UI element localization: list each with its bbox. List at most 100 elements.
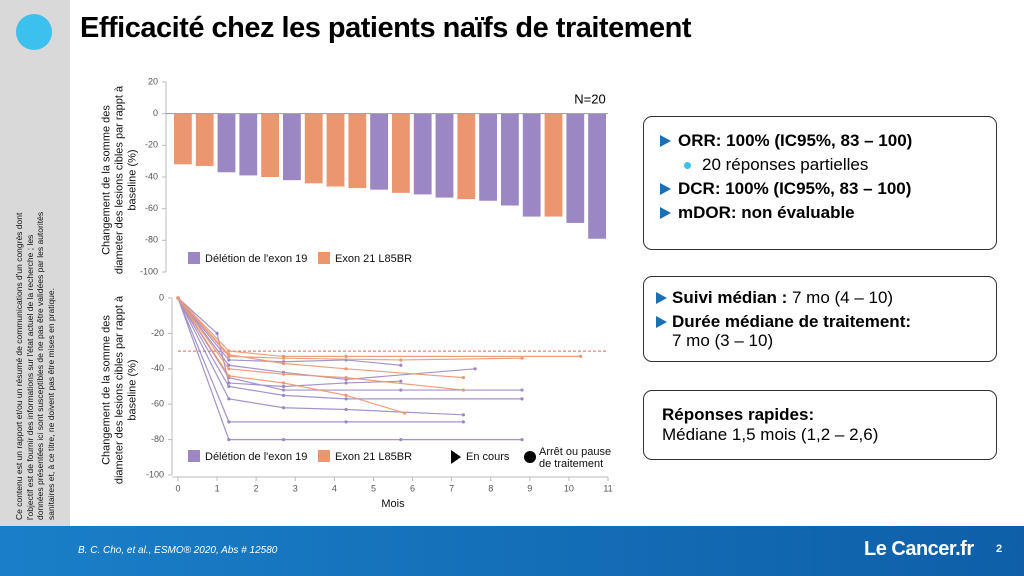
point <box>344 393 348 397</box>
y-tick-label: -20 <box>145 140 158 150</box>
bar <box>435 113 454 198</box>
bar <box>239 113 258 176</box>
bullet-text: mDOR: non évaluable <box>678 203 855 222</box>
x-tick-label: 5 <box>371 483 376 493</box>
y-tick-label: -40 <box>145 171 158 181</box>
bar <box>261 113 279 177</box>
y-tick-label: -40 <box>151 363 164 373</box>
box-text: Médiane 1,5 mois (1,2 – 2,6) <box>662 425 879 444</box>
point <box>579 354 583 359</box>
x-tick-label: 4 <box>332 483 337 493</box>
point <box>344 397 348 401</box>
text-box: ORR: 100% (IC95%, 83 – 100) 20 réponses … <box>643 116 997 250</box>
point <box>344 376 348 380</box>
point <box>399 358 403 362</box>
slide-title: Efficacité chez les patients naïfs de tr… <box>80 12 691 44</box>
legend-swatch <box>318 252 330 264</box>
point <box>281 406 286 410</box>
bullet: Durée médiane de traitement: 7 mo (3 – 10… <box>654 312 986 350</box>
bar <box>326 113 345 187</box>
point <box>344 354 348 359</box>
bar <box>283 113 301 181</box>
point <box>399 388 403 392</box>
point <box>227 384 231 389</box>
logo: Le Cancer.fr <box>864 538 974 560</box>
point <box>227 438 231 442</box>
y-axis-label: Changement de la somme des diameter des … <box>100 85 139 275</box>
point <box>461 388 465 392</box>
x-tick-label: 8 <box>488 483 493 493</box>
point <box>399 379 403 383</box>
point <box>215 331 219 335</box>
bullet-text: 7 mo (4 – 10) <box>791 288 894 307</box>
bullet-text: Suivi médian : <box>672 288 788 307</box>
bullet: mDOR: non évaluable <box>654 203 986 223</box>
point <box>227 367 231 371</box>
point <box>399 438 403 442</box>
point <box>520 356 524 360</box>
point <box>281 393 286 397</box>
sidebar: Ce contenu est un rapport et/ou un résum… <box>0 0 70 576</box>
bar <box>195 113 214 166</box>
point <box>176 296 180 300</box>
point <box>227 363 231 367</box>
legend-label: Délétion de l'exon 19 <box>205 451 307 463</box>
point <box>520 388 524 392</box>
x-tick-label: 7 <box>449 483 454 493</box>
icon <box>16 14 52 50</box>
legend-swatch <box>188 450 200 462</box>
footer: B. C. Cho, et al., ESMO® 2020, Abs # 125… <box>0 526 1024 576</box>
bullet-text: Durée médiane de traitement: <box>672 312 912 331</box>
bullet-text: DCR: 100% (IC95%, 83 – 100) <box>678 179 912 198</box>
point <box>344 367 348 371</box>
point <box>227 381 231 385</box>
x-tick-label: 2 <box>254 483 259 493</box>
point <box>461 413 465 417</box>
bar <box>304 113 323 184</box>
legend-swatch <box>318 450 330 462</box>
point <box>281 388 286 392</box>
legend-symbol <box>451 450 461 464</box>
text-box: Réponses rapides: Médiane 1,5 mois (1,2 … <box>643 390 997 460</box>
bar <box>501 113 519 206</box>
point <box>281 356 286 360</box>
x-tick-label: 9 <box>527 483 532 493</box>
point <box>281 438 286 442</box>
y-tick-label: 20 <box>148 76 158 86</box>
point <box>473 367 477 371</box>
bar <box>370 113 388 190</box>
box-heading: Réponses rapides: <box>662 405 815 424</box>
point <box>403 411 407 415</box>
y-tick-label: -60 <box>151 399 164 409</box>
y-tick-label: -60 <box>145 203 158 213</box>
point <box>344 420 348 424</box>
bar <box>479 113 497 201</box>
citation: B. C. Cho, et al., ESMO® 2020, Abs # 125… <box>78 545 278 556</box>
legend-label: En cours <box>466 451 510 463</box>
legend-label: Exon 21 L85BR <box>335 451 412 463</box>
legend-symbol <box>524 451 536 463</box>
y-tick-label: -100 <box>146 469 164 479</box>
y-tick-label: -100 <box>140 266 158 276</box>
bullet: Suivi médian : 7 mo (4 – 10) <box>654 288 986 308</box>
bar <box>588 113 606 239</box>
point <box>281 361 286 366</box>
point <box>399 363 403 367</box>
bar <box>522 113 541 217</box>
point <box>461 376 465 380</box>
point <box>227 397 231 401</box>
annotation: N=20 <box>574 91 605 106</box>
bullet-text: ORR: 100% (IC95%, 83 – 100) <box>678 131 913 150</box>
point <box>227 349 231 353</box>
legend-label: Délétion de l'exon 19 <box>205 253 307 265</box>
point <box>461 420 465 424</box>
y-tick-label: -20 <box>151 328 164 338</box>
x-tick-label: 6 <box>410 483 415 493</box>
y-axis-label: Changement de la somme des diameter des … <box>100 295 139 485</box>
legend-swatch <box>188 252 200 264</box>
sub-bullet: 20 réponses partielles <box>654 155 986 175</box>
bar <box>217 113 236 173</box>
bullet: ORR: 100% (IC95%, 83 – 100) <box>654 131 986 151</box>
page-number: 2 <box>996 543 1003 555</box>
